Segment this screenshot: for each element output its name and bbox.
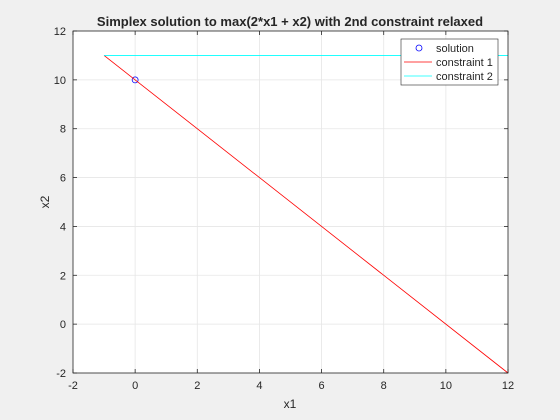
x-tick-label: 8: [381, 380, 387, 392]
x-tick-label: 4: [256, 380, 262, 392]
y-tick-label: 0: [60, 319, 66, 331]
y-tick-label: -2: [56, 368, 66, 380]
chart-title: Simplex solution to max(2*x1 + x2) with …: [97, 14, 483, 29]
legend-label-solution: solution: [436, 43, 474, 55]
y-tick-label: 12: [54, 26, 66, 38]
x-tick-label: -2: [68, 380, 78, 392]
x-tick-label: 10: [440, 380, 452, 392]
legend-solution-marker: [415, 44, 423, 52]
constraint-1-line: [103, 55, 509, 374]
y-tick-label: 8: [60, 124, 66, 136]
axes-box: [72, 30, 509, 374]
y-tick-label: 10: [54, 75, 66, 87]
tick-labels: -2 0 2 4 6 8 10 12 -2 0 2 4 6 8 10 12: [54, 26, 514, 392]
x-tick-label: 0: [132, 380, 138, 392]
legend[interactable]: solution constraint 1 constraint 2: [400, 38, 499, 86]
legend-label-constraint-2: constraint 2: [436, 71, 493, 83]
x-axis-label: x1: [284, 397, 297, 411]
plot-area: [72, 30, 509, 374]
y-axis-label: x2: [38, 195, 52, 208]
legend-label-constraint-1: constraint 1: [436, 57, 493, 69]
x-tick-label: 6: [319, 380, 325, 392]
solution-marker: [131, 76, 139, 84]
y-tick-label: 6: [60, 173, 66, 185]
x-tick-label: 2: [194, 380, 200, 392]
y-tick-label: 4: [60, 221, 66, 233]
y-tick-label: 2: [60, 270, 66, 282]
ticks: [72, 30, 509, 374]
x-tick-label: 12: [502, 380, 514, 392]
